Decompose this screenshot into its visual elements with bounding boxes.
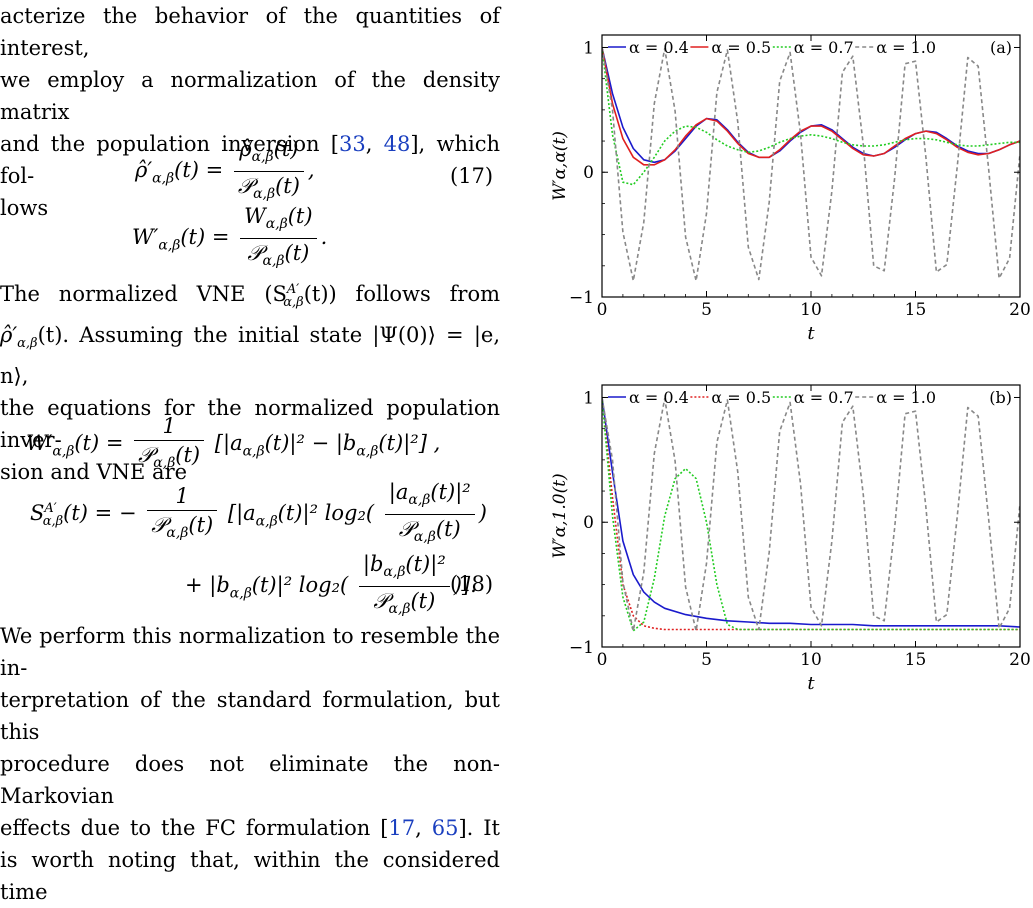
citation-link[interactable]: 65 bbox=[431, 816, 459, 840]
x-tick-label: 0 bbox=[597, 650, 608, 670]
x-tick-label: 10 bbox=[800, 650, 822, 670]
legend-entry: α = 0.5 bbox=[711, 38, 771, 57]
fraction: 1 𝒫α,β(t) bbox=[134, 412, 205, 477]
x-tick-label: 5 bbox=[701, 300, 712, 320]
text-span: effects due to the FC formulation [ bbox=[0, 816, 389, 840]
line: sion and VNE are bbox=[0, 456, 500, 488]
x-tick-label: 5 bbox=[701, 650, 712, 670]
x-tick-label: 10 bbox=[800, 300, 822, 320]
text-span: ]. It bbox=[458, 816, 500, 840]
citation-link[interactable]: 48 bbox=[383, 132, 411, 156]
fraction: |bα,β(t)|² 𝒫α,β(t) bbox=[358, 550, 450, 623]
y-tick-label: 1 bbox=[583, 38, 594, 58]
text-span: is worth noting that, within the conside… bbox=[0, 848, 500, 904]
x-tick-label: 0 bbox=[597, 300, 608, 320]
fraction: ρ̂α,β(t) 𝒫α,β(t) bbox=[233, 135, 304, 208]
series-line bbox=[602, 397, 1020, 632]
equation-18-line-1: W′α,β(t) = 1 𝒫α,β(t) [|aα,β(t)|² − |bα,β(… bbox=[26, 412, 440, 477]
text-span: we employ a normalization of the density… bbox=[0, 68, 500, 124]
paragraph-1: acterize the behavior of the quantities … bbox=[0, 0, 500, 224]
figure: 0 5 10 15 20 −1 0 1 t W′α,α(t) α = 0.4 α = 0.5 α = 0… bbox=[545, 0, 1033, 714]
x-tick-label: 20 bbox=[1009, 300, 1031, 320]
legend-entry: α = 0.4 bbox=[629, 38, 689, 57]
series-group bbox=[602, 397, 1020, 632]
y-tick-label: 0 bbox=[583, 513, 594, 533]
x-axis-label: t bbox=[807, 323, 815, 344]
text-span: (t)) follows from bbox=[303, 282, 500, 306]
legend-entry: α = 0.4 bbox=[629, 388, 689, 407]
text-span: We perform this normalization to resembl… bbox=[0, 624, 500, 680]
series-line bbox=[602, 47, 1020, 186]
text-span: sion and VNE are bbox=[0, 460, 188, 485]
text-span: (t). Assuming the initial state |Ψ(0)⟩ =… bbox=[0, 323, 500, 389]
line: acterize the behavior of the quantities … bbox=[0, 0, 500, 64]
legend-entry: α = 1.0 bbox=[876, 38, 936, 57]
fraction: Wα,β(t) 𝒫α,β(t) bbox=[240, 202, 317, 275]
series-line bbox=[602, 397, 1020, 628]
line: terpretation of the standard formulation… bbox=[0, 684, 500, 748]
text-span: The normalized VNE (S bbox=[0, 282, 287, 306]
y-tick-label: −1 bbox=[569, 638, 594, 658]
line: The normalized VNE (SA′α,β(t)) follows f… bbox=[0, 282, 500, 311]
text-span: , bbox=[365, 132, 384, 156]
y-tick-label: 0 bbox=[583, 163, 594, 183]
legend-entry: α = 1.0 bbox=[876, 388, 936, 407]
paragraph-3: We perform this normalization to resembl… bbox=[0, 620, 500, 908]
line: is worth noting that, within the conside… bbox=[0, 844, 500, 908]
text-column: acterize the behavior of the quantities … bbox=[0, 0, 515, 904]
citation-link[interactable]: 17 bbox=[388, 816, 416, 840]
y-tick-label: 1 bbox=[583, 388, 594, 408]
panel-label: (b) bbox=[989, 388, 1012, 407]
line: procedure does not eliminate the non-Mar… bbox=[0, 748, 500, 812]
line: and the population inversion [33, 48], w… bbox=[0, 128, 500, 192]
legend-entry: α = 0.5 bbox=[711, 388, 771, 407]
text-span: , bbox=[415, 816, 432, 840]
series-group bbox=[602, 47, 1020, 282]
text-span: and the population inversion [ bbox=[0, 132, 339, 156]
text-span: the equations for the normalized populat… bbox=[0, 396, 500, 453]
equation-number-17: (17) bbox=[450, 164, 494, 188]
text-span: terpretation of the standard formulation… bbox=[0, 688, 500, 744]
citation-link[interactable]: 33 bbox=[338, 132, 366, 156]
equation-17-line-1: ρ̂′α,β(t) = ρ̂α,β(t) 𝒫α,β(t), bbox=[135, 135, 315, 208]
fraction: 1 𝒫α,β(t) bbox=[147, 482, 218, 547]
panel-label: (a) bbox=[990, 38, 1012, 57]
line: we employ a normalization of the density… bbox=[0, 64, 500, 128]
x-tick-label: 15 bbox=[905, 650, 927, 670]
y-axis-label: W′α,1.0(t) bbox=[550, 473, 570, 558]
legend-entry: α = 0.7 bbox=[794, 388, 854, 407]
y-axis-label: W′α,α(t) bbox=[550, 131, 570, 201]
series-line bbox=[602, 47, 1020, 166]
line: lows bbox=[0, 192, 500, 224]
x-tick-label: 15 bbox=[905, 300, 927, 320]
series-line bbox=[602, 47, 1020, 164]
equation-number-18: (18) bbox=[450, 572, 494, 596]
paragraph-2: The normalized VNE (SA′α,β(t)) follows f… bbox=[0, 274, 500, 488]
text-span: procedure does not eliminate the non-Mar… bbox=[0, 752, 500, 808]
line: We perform this normalization to resembl… bbox=[0, 620, 500, 684]
equation-17-line-2: W′α,β(t) = Wα,β(t) 𝒫α,β(t). bbox=[132, 202, 327, 275]
text-span: ], which fol- bbox=[0, 132, 500, 188]
equation-18-line-2: SA′α,β(t) = − 1 𝒫α,β(t) [|aα,β(t)|² log₂(… bbox=[30, 478, 487, 551]
line: ρ̂′α,β(t). Assuming the initial state |Ψ… bbox=[0, 323, 500, 389]
y-tick-label: −1 bbox=[569, 288, 594, 308]
legend-entry: α = 0.7 bbox=[794, 38, 854, 57]
fraction: |aα,β(t)|² 𝒫α,β(t) bbox=[384, 478, 475, 551]
x-tick-label: 20 bbox=[1009, 650, 1031, 670]
series-line bbox=[602, 397, 1020, 632]
math-span: ρ̂′ bbox=[0, 323, 18, 348]
line: the equations for the normalized populat… bbox=[0, 392, 500, 456]
x-axis-label: t bbox=[807, 673, 815, 694]
text-span: lows bbox=[0, 196, 49, 220]
line: effects due to the FC formulation [17, 6… bbox=[0, 812, 500, 844]
series-line bbox=[602, 47, 1020, 282]
text-span: acterize the behavior of the quantities … bbox=[0, 4, 500, 60]
equation-18-line-3: + |bα,β(t)|² log₂( |bα,β(t)|² 𝒫α,β(t))]. bbox=[185, 550, 477, 623]
